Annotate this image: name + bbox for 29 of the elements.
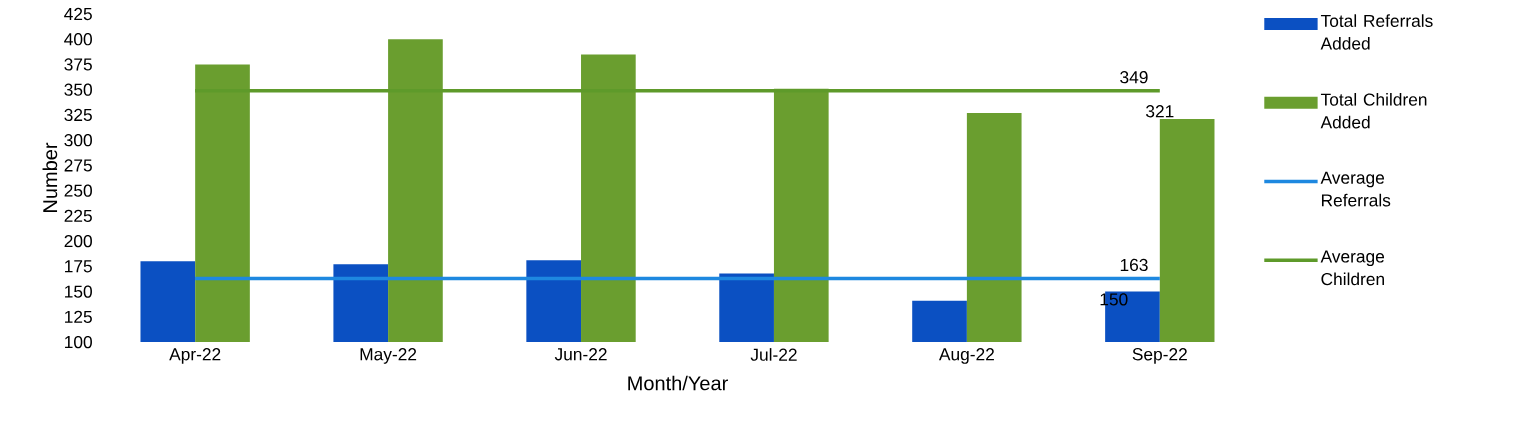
- y-tick-label: 200: [64, 234, 92, 248]
- legend-label: Average Children: [1320, 250, 1385, 286]
- y-tick-label: 400: [64, 32, 92, 46]
- y-tick-label: 150: [65, 285, 92, 298]
- y-tick-label: 225: [64, 209, 92, 222]
- y-tick-label: 300: [64, 133, 92, 147]
- y-tick-label: 275: [64, 159, 92, 172]
- y-axis-title: Number: [42, 142, 58, 212]
- x-tick-label: Apr-22: [169, 347, 221, 364]
- y-tick-label: 375: [64, 58, 92, 71]
- y-tick-label: 325: [64, 108, 92, 121]
- y-tick-label: 425: [64, 7, 92, 20]
- legend-label: Total Children Added: [1320, 92, 1427, 129]
- y-tick-label: 100: [65, 335, 92, 348]
- data-label: 349: [1120, 70, 1148, 84]
- x-tick-label: Jun-22: [554, 347, 607, 361]
- legend-label: Average Referrals: [1320, 171, 1391, 207]
- x-tick-label: May-22: [360, 347, 417, 364]
- x-tick-label: Jul-22: [750, 347, 797, 361]
- data-label: 163: [1120, 258, 1148, 271]
- y-tick-label: 350: [64, 83, 92, 96]
- x-tick-label: Aug-22: [938, 347, 994, 364]
- x-axis-title: Month/Year: [628, 375, 728, 391]
- data-label: 321: [1146, 104, 1174, 118]
- y-tick-label: 175: [65, 260, 92, 273]
- y-tick-label: 125: [65, 310, 92, 323]
- legend-label: Total Referrals Added: [1320, 14, 1433, 50]
- x-tick-label: Sep-22: [1132, 347, 1187, 364]
- y-tick-label: 250: [64, 184, 92, 197]
